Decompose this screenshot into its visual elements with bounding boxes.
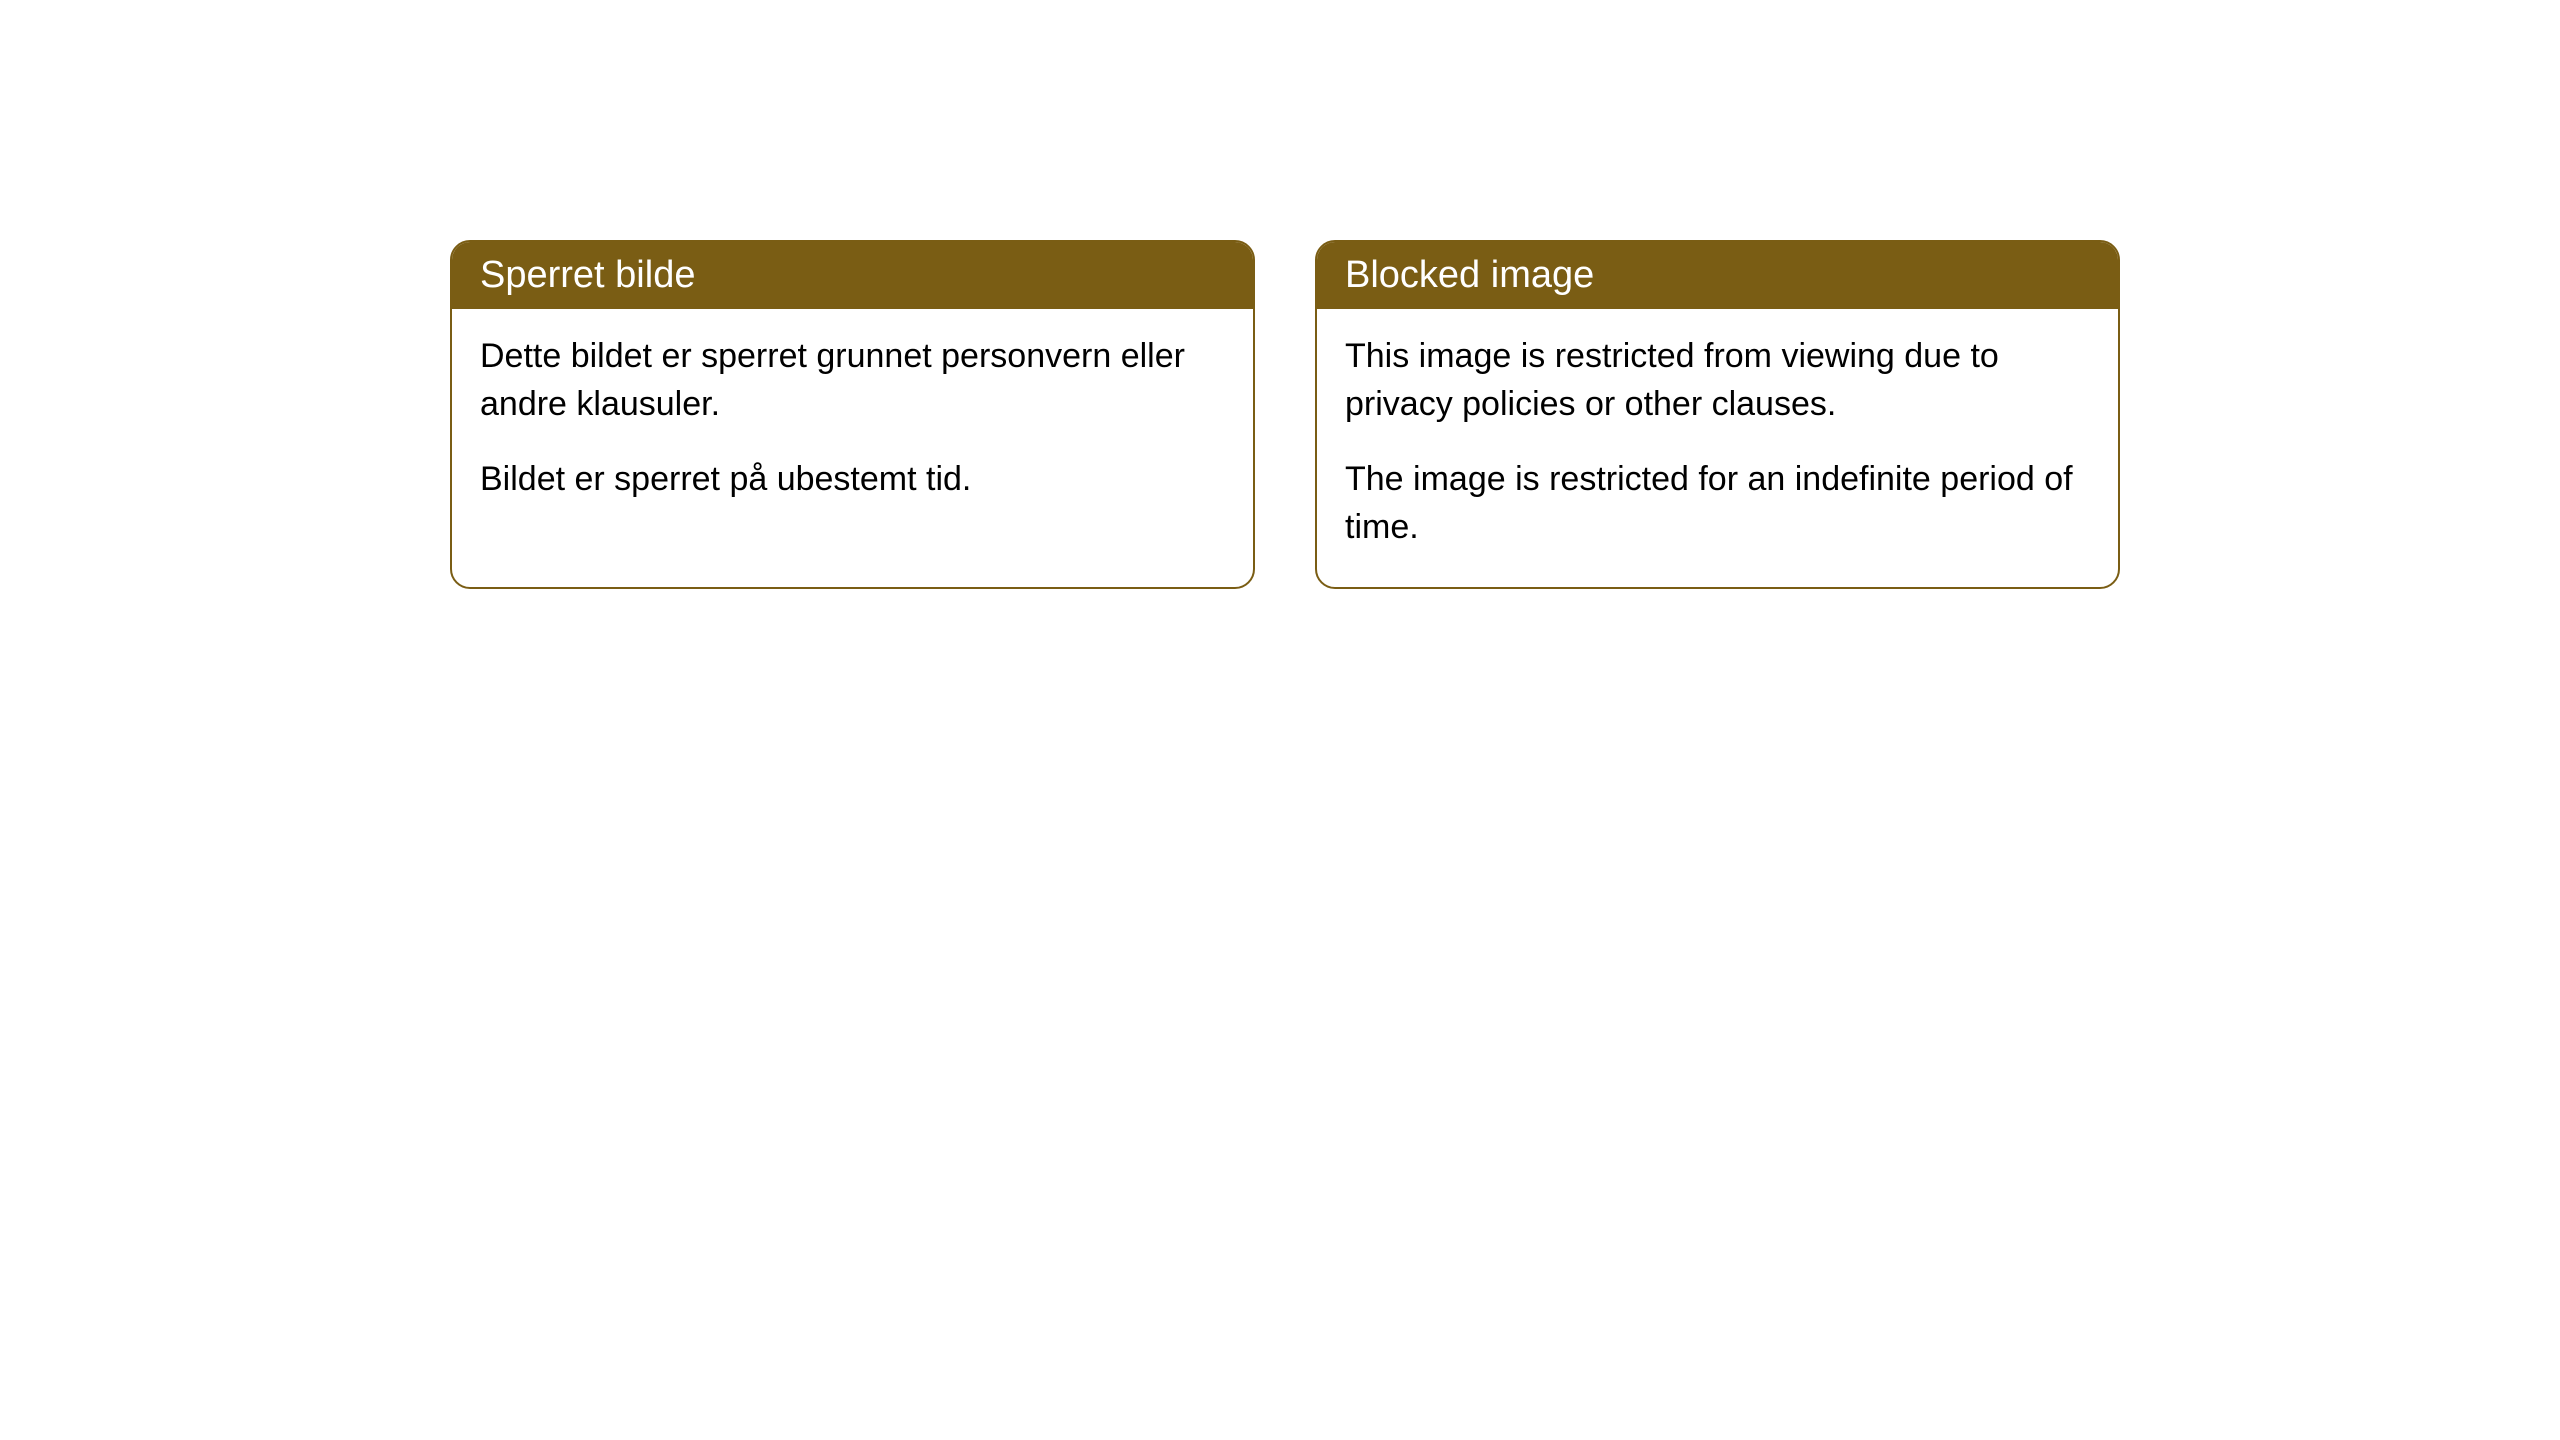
notice-header-english: Blocked image <box>1317 242 2118 309</box>
notice-container: Sperret bilde Dette bildet er sperret gr… <box>450 240 2120 589</box>
notice-paragraph-2-english: The image is restricted for an indefinit… <box>1345 456 2090 551</box>
notice-card-english: Blocked image This image is restricted f… <box>1315 240 2120 589</box>
notice-paragraph-2-norwegian: Bildet er sperret på ubestemt tid. <box>480 456 1225 504</box>
notice-body-norwegian: Dette bildet er sperret grunnet personve… <box>452 309 1253 540</box>
notice-title-english: Blocked image <box>1345 254 1594 296</box>
notice-body-english: This image is restricted from viewing du… <box>1317 309 2118 587</box>
notice-paragraph-1-norwegian: Dette bildet er sperret grunnet personve… <box>480 333 1225 428</box>
notice-card-norwegian: Sperret bilde Dette bildet er sperret gr… <box>450 240 1255 589</box>
notice-header-norwegian: Sperret bilde <box>452 242 1253 309</box>
notice-paragraph-1-english: This image is restricted from viewing du… <box>1345 333 2090 428</box>
notice-title-norwegian: Sperret bilde <box>480 254 695 296</box>
